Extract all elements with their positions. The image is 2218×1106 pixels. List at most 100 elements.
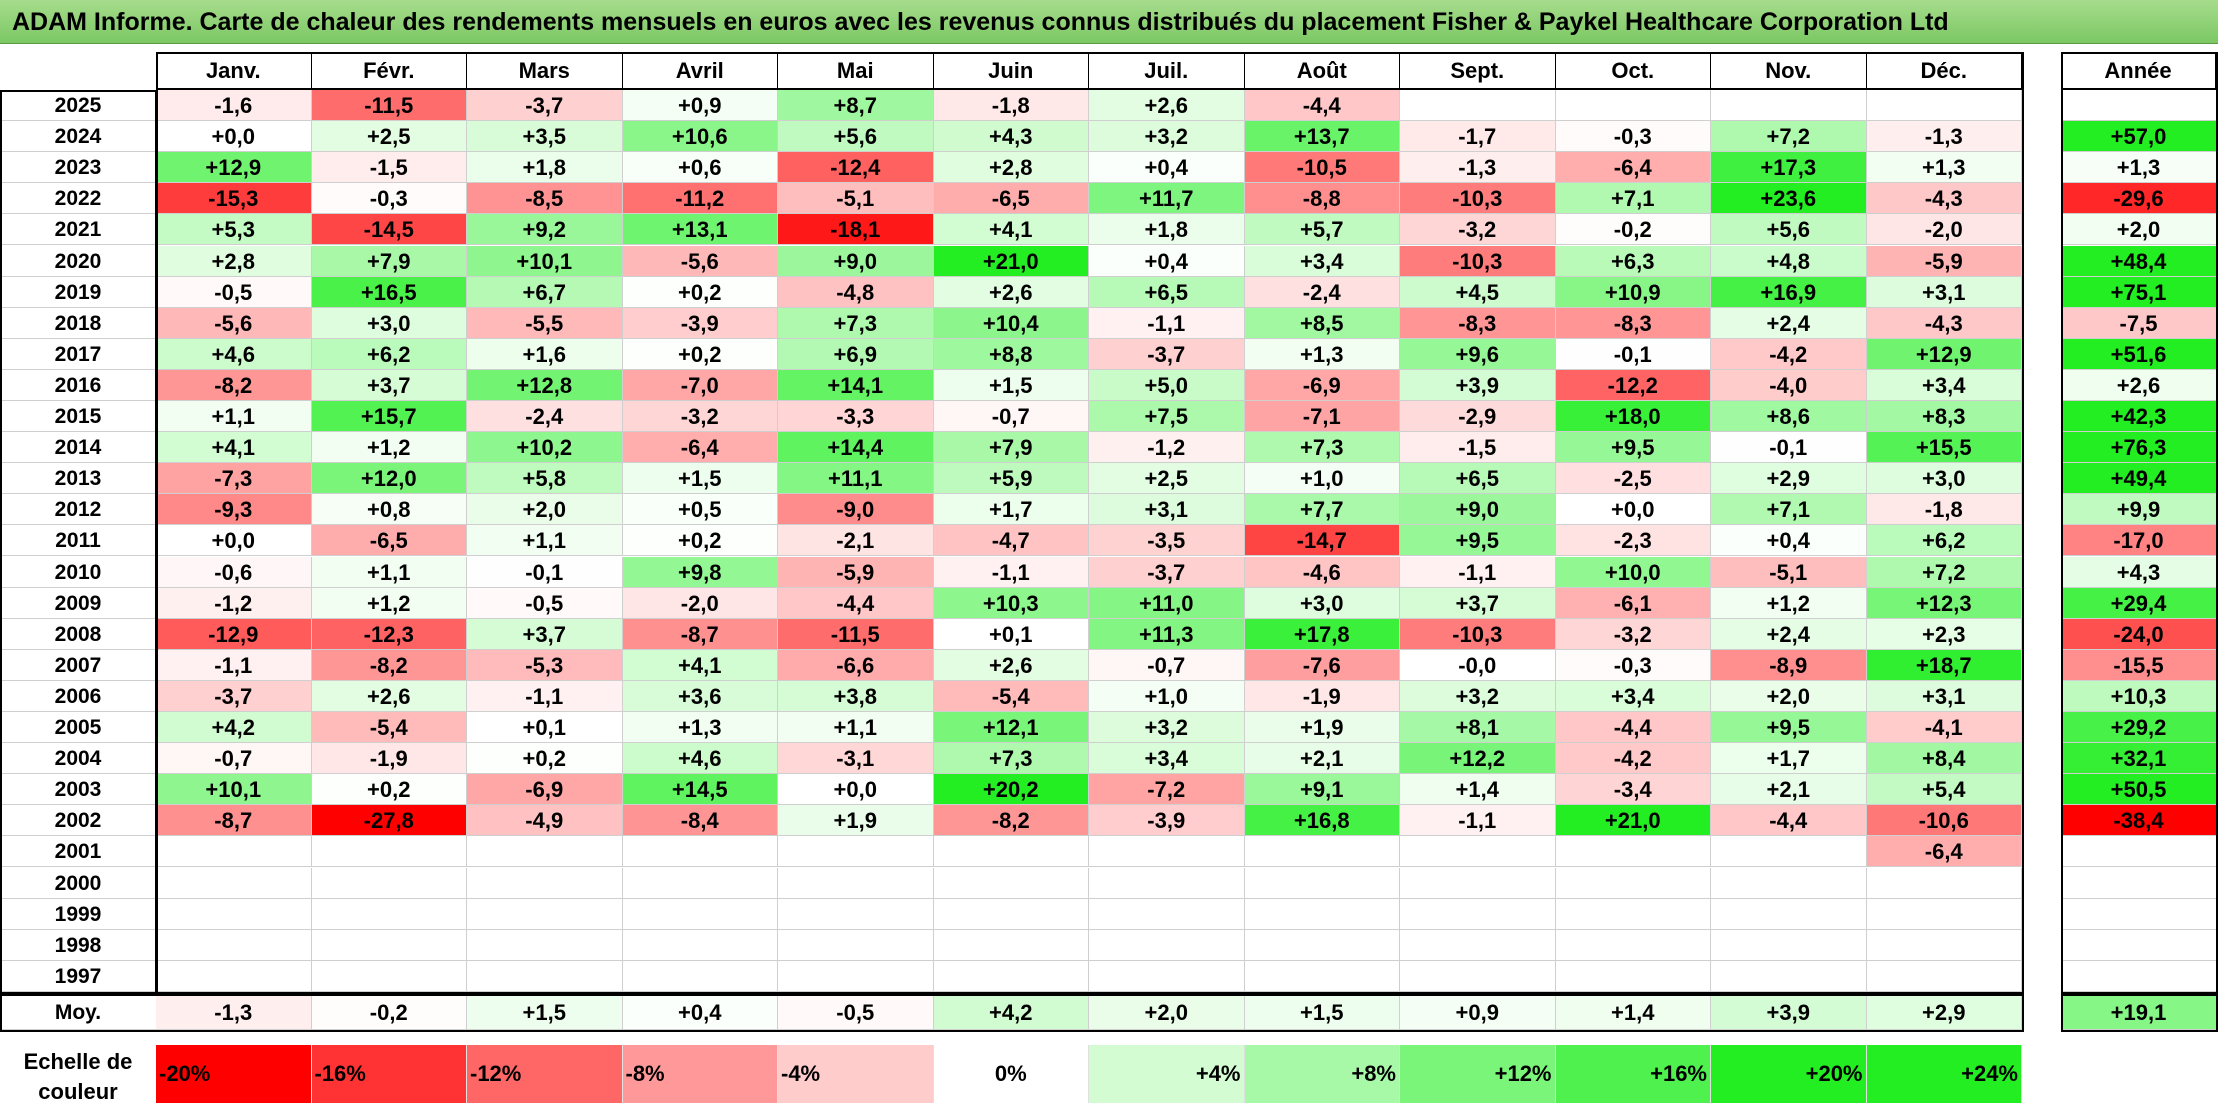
- heatmap-cell: -11,5: [778, 618, 934, 650]
- month-header: Févr.: [311, 52, 467, 90]
- year-label: 2023: [0, 152, 156, 184]
- heatmap-cell: +15,5: [1866, 432, 2022, 464]
- heatmap-cell: [1711, 929, 1867, 961]
- heatmap-cell: -0,3: [1555, 649, 1711, 681]
- heatmap-cell: -8,3: [1555, 307, 1711, 339]
- heatmap-cell: +3,5: [467, 121, 623, 153]
- heatmap-cell: +23,6: [1711, 183, 1867, 215]
- heatmap-cell: -8,5: [467, 183, 623, 215]
- annual-cell: +51,6: [2061, 338, 2216, 370]
- heatmap-cell: +8,4: [1866, 743, 2022, 775]
- heatmap-cell: [778, 929, 934, 961]
- year-label: 2002: [0, 805, 156, 837]
- heatmap-cell: +14,5: [622, 774, 778, 806]
- heatmap-cell: [467, 867, 623, 899]
- heatmap-cell: +7,5: [1089, 401, 1245, 433]
- heatmap-cell: +9,0: [778, 245, 934, 277]
- heatmap-cell: [1711, 898, 1867, 930]
- heatmap-cell: -1,1: [467, 680, 623, 712]
- annual-cell: [2061, 867, 2216, 899]
- heatmap-cell: +9,5: [1555, 432, 1711, 464]
- heatmap-cell: +13,7: [1244, 121, 1400, 153]
- year-label: 2006: [0, 680, 156, 712]
- heatmap-cell: [1555, 898, 1711, 930]
- heatmap-cell: +1,8: [1089, 214, 1245, 246]
- heatmap-cell: +10,3: [933, 587, 1089, 619]
- heatmap-cell: +7,3: [1244, 432, 1400, 464]
- year-label: 2004: [0, 743, 156, 775]
- annual-cell: +42,3: [2061, 401, 2216, 433]
- heatmap-cell: -4,2: [1711, 338, 1867, 370]
- heatmap-cell: +7,3: [933, 743, 1089, 775]
- heatmap-cell: -1,3: [1866, 121, 2022, 153]
- heatmap-cell: -0,1: [1555, 338, 1711, 370]
- heatmap-cell: +0,0: [1555, 494, 1711, 526]
- heatmap-cell: +4,8: [1711, 245, 1867, 277]
- heatmap-cell: +4,6: [622, 743, 778, 775]
- month-header: Juil.: [1089, 52, 1245, 90]
- annual-cell: -29,6: [2061, 183, 2216, 215]
- heatmap-cell: +2,1: [1711, 774, 1867, 806]
- heatmap-cell: [622, 960, 778, 992]
- average-cell: +1,4: [1555, 996, 1711, 1030]
- heatmap-cell: [1400, 898, 1556, 930]
- heatmap-cell: -4,4: [1244, 90, 1400, 122]
- heatmap-cell: +3,2: [1089, 121, 1245, 153]
- heatmap-cell: -4,3: [1866, 183, 2022, 215]
- average-label: Moy.: [0, 996, 156, 1030]
- heatmap-cell: -14,7: [1244, 525, 1400, 557]
- heatmap-cell: [622, 898, 778, 930]
- heatmap-cell: -10,3: [1400, 183, 1556, 215]
- heatmap-cell: +8,6: [1711, 401, 1867, 433]
- heatmap-cell: -1,1: [1400, 805, 1556, 837]
- year-label: 2010: [0, 556, 156, 588]
- heatmap-cell: +3,4: [1244, 245, 1400, 277]
- average-cell: +3,9: [1711, 996, 1867, 1030]
- heatmap-cell: [1244, 867, 1400, 899]
- heatmap-cell: +1,7: [1711, 743, 1867, 775]
- heatmap-cell: +7,7: [1244, 494, 1400, 526]
- color-scale-stop: 0%: [933, 1045, 1089, 1103]
- heatmap-cell: +4,5: [1400, 276, 1556, 308]
- heatmap-cell: +10,6: [622, 121, 778, 153]
- heatmap-cell: +1,4: [1400, 774, 1556, 806]
- year-label: 2025: [0, 90, 156, 122]
- year-label: 2008: [0, 618, 156, 650]
- heatmap-cell: -10,5: [1244, 152, 1400, 184]
- heatmap-cell: -8,2: [933, 805, 1089, 837]
- heatmap-cell: +12,8: [467, 369, 623, 401]
- color-scale-stop: +20%: [1711, 1045, 1867, 1103]
- heatmap-cell: +9,1: [1244, 774, 1400, 806]
- year-label: 2007: [0, 649, 156, 681]
- heatmap-cell: -4,8: [778, 276, 934, 308]
- heatmap-cell: -1,5: [311, 152, 467, 184]
- heatmap-cell: +12,1: [933, 712, 1089, 744]
- heatmap-cell: -1,3: [1400, 152, 1556, 184]
- heatmap-cell: +1,5: [933, 369, 1089, 401]
- heatmap-cell: -3,4: [1555, 774, 1711, 806]
- heatmap-cell: +3,2: [1400, 680, 1556, 712]
- heatmap-cell: +0,2: [622, 276, 778, 308]
- heatmap-cell: +18,0: [1555, 401, 1711, 433]
- annual-cell: +10,3: [2061, 680, 2216, 712]
- heatmap-cell: -4,4: [1555, 712, 1711, 744]
- heatmap-cell: +7,9: [933, 432, 1089, 464]
- heatmap-cell: -0,1: [1711, 432, 1867, 464]
- annual-cell: [2061, 90, 2216, 122]
- month-header: Juin: [933, 52, 1089, 90]
- heatmap-cell: -0,3: [311, 183, 467, 215]
- annual-cell: +2,0: [2061, 214, 2216, 246]
- heatmap-cell: +0,2: [467, 743, 623, 775]
- heatmap-cell: +10,4: [933, 307, 1089, 339]
- heatmap-cell: +1,7: [933, 494, 1089, 526]
- color-scale-stop: -8%: [622, 1045, 778, 1103]
- heatmap-cell: [1089, 898, 1245, 930]
- heatmap-cell: -0,7: [1089, 649, 1245, 681]
- color-scale-stop: -20%: [156, 1045, 312, 1103]
- heatmap-cell: +9,5: [1400, 525, 1556, 557]
- heatmap-cell: [1400, 90, 1556, 122]
- year-label: 2020: [0, 245, 156, 277]
- heatmap-cell: +1,8: [467, 152, 623, 184]
- heatmap-cell: -0,5: [467, 587, 623, 619]
- heatmap-cell: [622, 836, 778, 868]
